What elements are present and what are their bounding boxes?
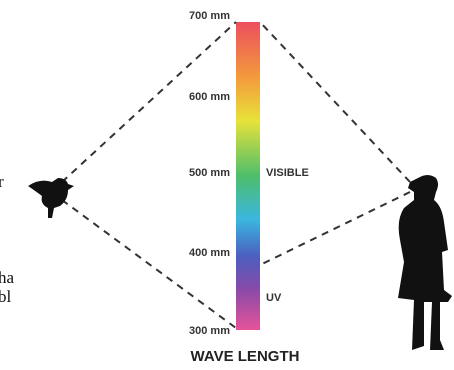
spectrum-bar — [236, 22, 260, 330]
cropped-text: r — [0, 172, 4, 191]
scale-label: 700 mm — [189, 10, 230, 22]
scale-label: 600 mm — [189, 91, 230, 103]
band-label: UV — [266, 292, 282, 304]
band-label: VISIBLE — [266, 167, 309, 179]
human-sight-lines — [260, 22, 410, 265]
diagram-title: WAVE LENGTH — [191, 348, 300, 365]
bird-silhouette — [28, 178, 74, 218]
scale-label: 300 mm — [189, 325, 230, 337]
cropped-text: bl — [0, 287, 12, 306]
cropped-text: ha — [0, 268, 15, 287]
scale-label: 500 mm — [189, 167, 230, 179]
human-silhouette — [398, 175, 452, 350]
scale-label: 400 mm — [189, 247, 230, 259]
diagram: 700 mm 600 mm 500 mm 400 mm 300 mm VISIB… — [0, 0, 454, 370]
